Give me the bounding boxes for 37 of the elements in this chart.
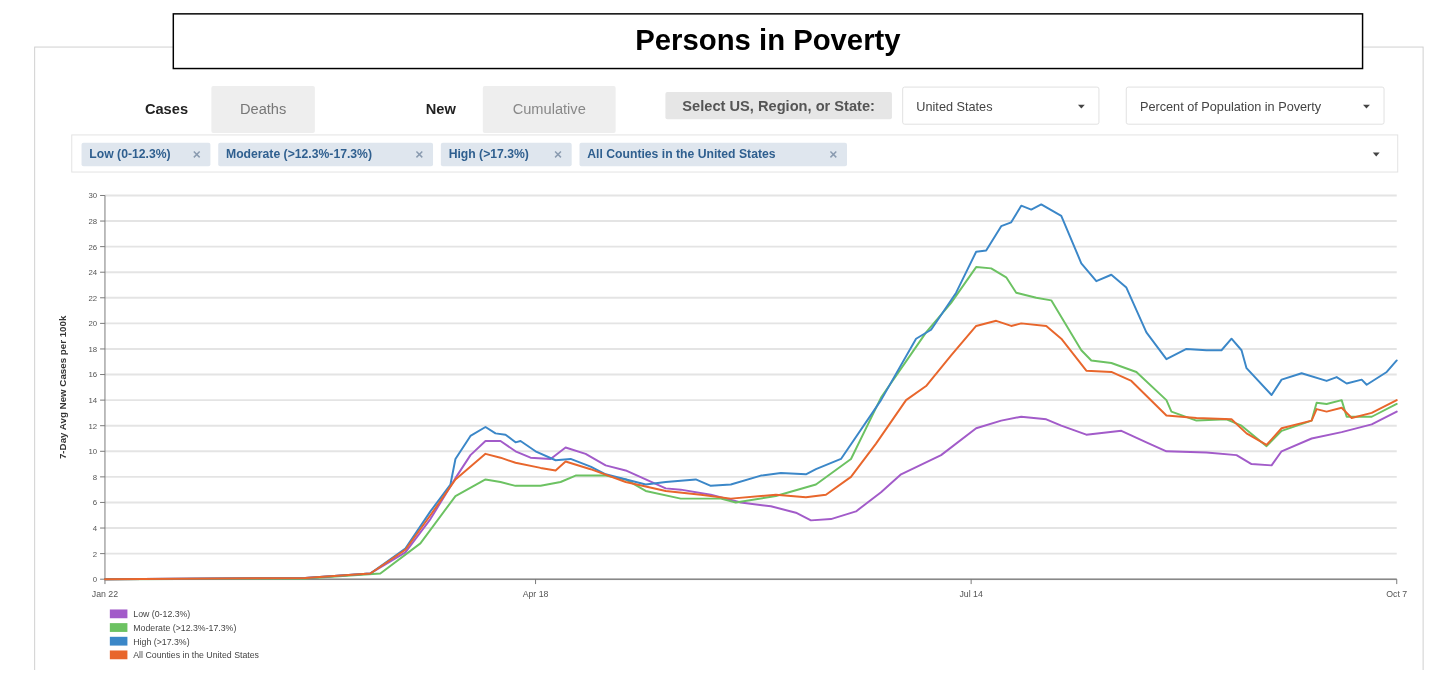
chart-title: Persons in Poverty xyxy=(635,22,902,56)
y-tick-label: 28 xyxy=(88,216,98,226)
y-tick-label: 8 xyxy=(92,472,98,482)
text: High (>17.3%) xyxy=(448,147,529,162)
x-tick-label: Apr 18 xyxy=(522,588,549,599)
text: United States xyxy=(916,99,993,114)
legend-label: All Counties in the United States xyxy=(133,650,260,661)
y-tick-label: 30 xyxy=(88,191,98,201)
text: Cumulative xyxy=(512,101,586,118)
text: Percent of Population in Poverty xyxy=(1139,99,1322,114)
legend-label: Low (0-12.3%) xyxy=(133,609,191,620)
y-tick-label: 14 xyxy=(88,396,98,406)
x-tick-label: Jul 14 xyxy=(959,588,983,599)
text: Low (0-12.3%) xyxy=(89,147,171,162)
y-tick-label: 22 xyxy=(88,293,98,303)
y-axis-title: 7-Day Avg New Cases per 100k xyxy=(56,315,68,460)
y-tick-label: 4 xyxy=(92,523,98,533)
text: New xyxy=(425,101,457,118)
y-tick-label: 6 xyxy=(92,498,98,508)
y-tick-label: 20 xyxy=(88,319,98,329)
x-tick-label: Jan 22 xyxy=(91,588,119,599)
y-tick-label: 2 xyxy=(92,549,98,559)
y-tick-label: 16 xyxy=(88,370,98,380)
text: Cases xyxy=(144,101,189,118)
text: Moderate (>12.3%-17.3%) xyxy=(226,147,373,162)
y-tick-label: 0 xyxy=(92,575,98,585)
y-tick-label: 26 xyxy=(88,242,98,252)
y-tick-label: 12 xyxy=(88,421,98,431)
y-tick-label: 10 xyxy=(88,447,98,457)
y-tick-label: 18 xyxy=(88,344,98,354)
text: All Counties in the United States xyxy=(587,147,776,162)
text: Select US, Region, or State: xyxy=(682,97,875,114)
legend-label: Moderate (>12.3%-17.3%) xyxy=(133,622,237,633)
text: Deaths xyxy=(239,101,287,118)
y-tick-label: 24 xyxy=(88,268,98,278)
x-tick-label: Oct 7 xyxy=(1386,588,1408,599)
legend-label: High (>17.3%) xyxy=(133,636,190,647)
